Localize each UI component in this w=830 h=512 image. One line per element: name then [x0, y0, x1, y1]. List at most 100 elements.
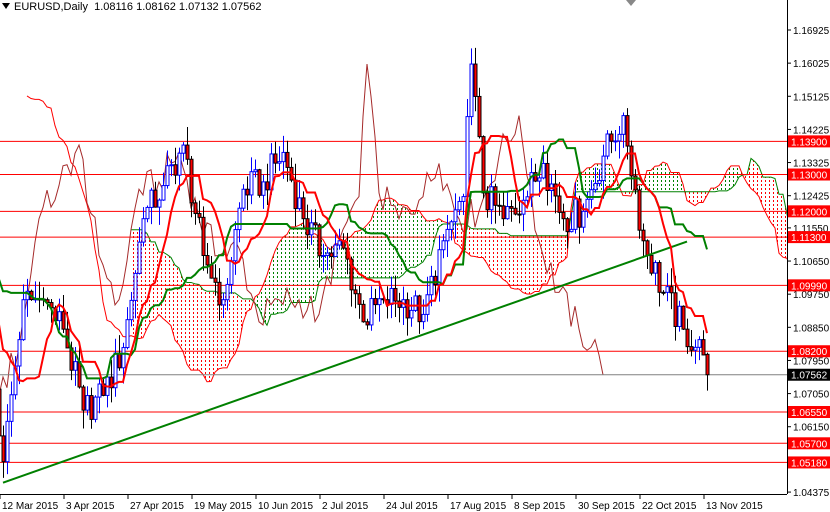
candle-bear	[317, 224, 322, 257]
cloud-segment	[263, 275, 267, 326]
candle-bear	[493, 186, 498, 206]
candle-bull	[429, 275, 434, 296]
candle-bull	[165, 165, 170, 187]
cloud-segment	[275, 242, 279, 315]
cloud-segment	[403, 204, 407, 275]
cloud-segment	[719, 179, 723, 191]
cloud-segment	[479, 228, 483, 258]
candle-bull	[297, 197, 302, 210]
candle-bear	[397, 300, 402, 308]
candle-bull	[597, 180, 602, 184]
candle-bear	[393, 287, 398, 302]
candle-bear	[153, 189, 158, 208]
cloud-segment	[207, 291, 211, 382]
candle-bull	[125, 319, 130, 349]
cloud-segment	[171, 257, 175, 341]
candle-bear	[285, 151, 290, 168]
x-tick-label: 13 Nov 2015	[706, 501, 763, 512]
candle-bull	[177, 152, 182, 176]
cloud-segment	[243, 298, 247, 323]
candle-bull	[581, 210, 586, 228]
candle-bull	[369, 298, 374, 326]
candle-bull	[521, 199, 526, 215]
candle-bear	[477, 95, 482, 138]
cloud-segment	[759, 166, 763, 208]
y-tick-label: 1.12425	[793, 192, 830, 203]
x-tick-label: 19 May 2015	[194, 501, 252, 512]
cloud-segment	[407, 205, 411, 271]
cloud-segment	[559, 235, 563, 263]
candle-bear	[265, 181, 270, 191]
candle-bull	[281, 151, 286, 163]
candle-bull	[613, 140, 618, 143]
current-price-label-box	[788, 368, 830, 381]
cloud-segment	[155, 241, 159, 320]
candle-bull	[605, 133, 610, 157]
y-tick-label: 1.06150	[793, 423, 830, 434]
x-tick-label: 10 Jun 2015	[258, 501, 313, 512]
cloud-segment	[587, 167, 591, 192]
cloud-segment	[299, 223, 303, 303]
candle-bull	[21, 299, 26, 341]
cloud-segment	[503, 233, 507, 283]
candle-bear	[189, 158, 194, 204]
x-tick-label: 3 Apr 2015	[66, 501, 115, 512]
level-price-label-box	[788, 205, 830, 218]
candle-bull	[677, 305, 682, 327]
cloud-segment	[711, 188, 715, 192]
level-price-label: 1.08200	[791, 347, 828, 358]
candle-bull	[249, 171, 254, 196]
candle-bear	[641, 229, 646, 242]
candle-bull	[129, 299, 134, 321]
cloud-segment	[727, 165, 731, 191]
tenkan-sen-line	[0, 134, 708, 388]
candle-bull	[437, 249, 442, 286]
candle-bull	[277, 161, 282, 164]
candle-bear	[701, 339, 706, 356]
candles	[0, 47, 710, 478]
cloud-segment	[563, 235, 567, 261]
candle-bull	[617, 133, 622, 142]
candle-bull	[237, 207, 242, 231]
candle-bull	[593, 182, 598, 191]
candle-bull	[221, 299, 226, 306]
candle-bear	[357, 293, 362, 305]
collapse-triangle-icon[interactable]	[2, 3, 10, 9]
candle-bear	[197, 213, 202, 218]
cloud-segment	[527, 235, 531, 294]
cloud-segment	[487, 228, 491, 271]
cloud-segment	[239, 295, 243, 345]
candle-bull	[169, 164, 174, 167]
candle-bull	[445, 228, 450, 242]
cloud-segment	[199, 284, 203, 375]
candle-bear	[485, 192, 490, 211]
candle-bear	[365, 321, 370, 326]
cloud-segment	[651, 166, 655, 192]
candle-bear	[213, 277, 218, 283]
candle-bull	[233, 229, 238, 262]
candle-bull	[157, 199, 162, 208]
cloud-segment	[747, 158, 751, 189]
x-tick-label: 17 Aug 2015	[450, 501, 507, 512]
candle-bull	[569, 228, 574, 233]
candle-bear	[553, 183, 558, 197]
candle-bear	[557, 195, 562, 213]
level-price-label: 1.09990	[791, 281, 828, 292]
candle-bear	[433, 275, 438, 286]
cloud-segment	[367, 220, 371, 278]
candle-bear	[473, 63, 478, 97]
cloud-segment	[211, 291, 215, 382]
cloud-segment	[535, 235, 539, 292]
candle-bear	[629, 145, 634, 177]
cloud-segment	[227, 292, 231, 368]
candle-bear	[205, 255, 210, 266]
chart-shift-marker-icon[interactable]	[626, 0, 636, 6]
cloud-segment	[427, 220, 431, 256]
cloud-segment	[379, 200, 383, 278]
candle-bear	[293, 179, 298, 210]
candle-bull	[181, 144, 186, 154]
candle-bear	[61, 311, 66, 330]
cloud-segment	[183, 279, 187, 365]
cloud-segment	[675, 172, 679, 192]
